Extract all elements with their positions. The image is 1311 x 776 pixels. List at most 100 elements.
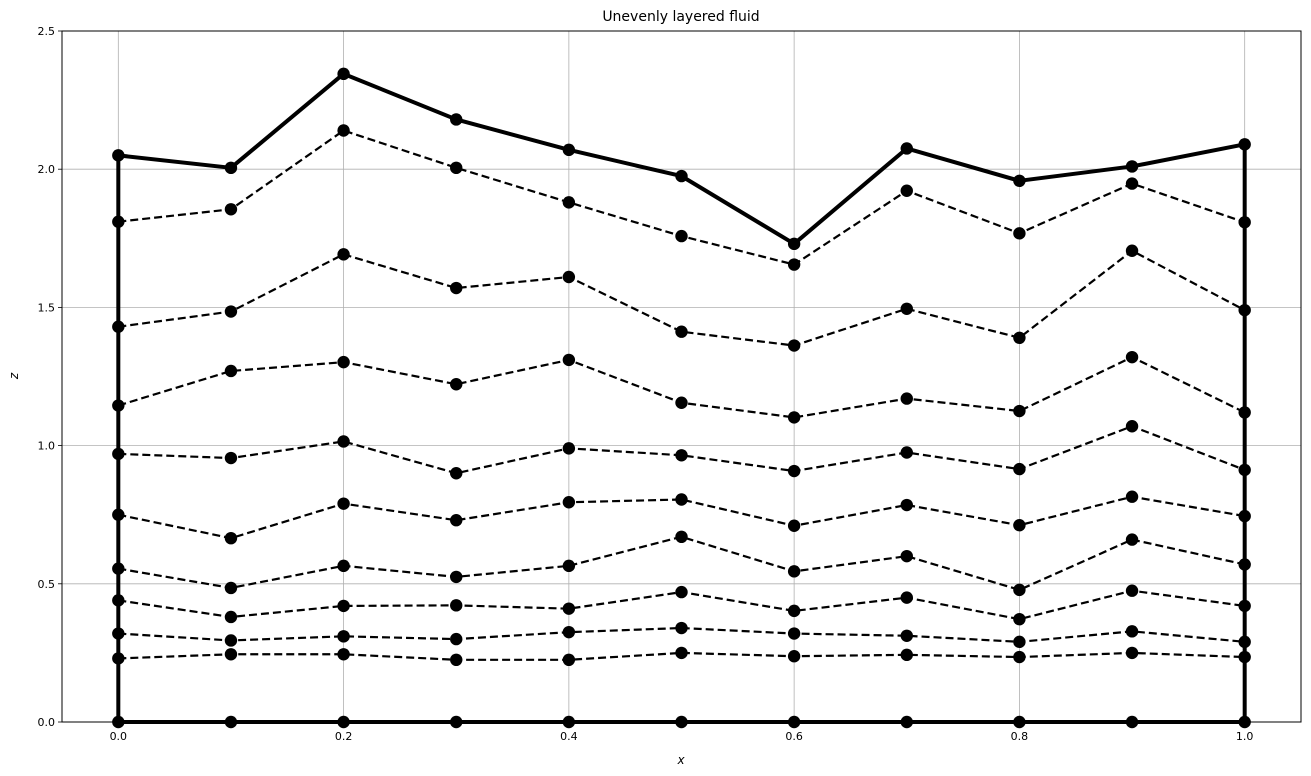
layer-line xyxy=(118,495,1245,540)
layer-point xyxy=(450,113,463,126)
layer-9 xyxy=(112,124,1251,271)
layer-point xyxy=(900,142,913,155)
grid-lines xyxy=(62,30,1301,723)
layer-5 xyxy=(112,490,1251,545)
layer-point xyxy=(1238,635,1251,649)
layer-point xyxy=(450,378,463,391)
layer-point xyxy=(675,396,688,409)
layer-point xyxy=(675,169,688,183)
layer-point xyxy=(562,602,576,615)
axis-ticks: 0.0 0.2 0.4 0.6 0.8 1.0 0.0 0.5 1.0 1.5 2.0 2.5 xyxy=(38,25,1254,743)
layer-point xyxy=(900,629,913,642)
layer-point xyxy=(675,229,688,243)
layer-point xyxy=(1013,404,1026,418)
layer-point xyxy=(450,599,463,612)
layer-point xyxy=(787,411,801,424)
layer-point xyxy=(1125,244,1139,257)
layer-point xyxy=(337,124,350,137)
layer-point xyxy=(1238,509,1251,523)
layer-point xyxy=(224,648,238,661)
layer-point xyxy=(1013,583,1026,597)
layer-point xyxy=(787,237,801,251)
layer-10 xyxy=(112,67,1251,251)
layer-3 xyxy=(112,584,1251,626)
layer-point xyxy=(224,581,238,595)
x-tick-label: 0.8 xyxy=(1011,730,1029,743)
layer-point xyxy=(675,493,688,506)
layer-point xyxy=(1238,650,1251,664)
layer-point xyxy=(337,435,350,448)
layer-point xyxy=(675,646,688,660)
layer-6 xyxy=(112,420,1251,480)
layer-point xyxy=(1125,350,1139,364)
layer-point xyxy=(112,508,125,521)
y-tick-label: 1.0 xyxy=(38,440,56,453)
layer-point xyxy=(1125,533,1139,546)
layer-line xyxy=(118,129,1246,266)
layer-7 xyxy=(112,350,1251,424)
layer-point xyxy=(450,570,463,584)
layer-point xyxy=(450,467,463,480)
y-tick-label: 0.0 xyxy=(38,716,56,729)
layer-point xyxy=(112,594,125,607)
layer-point xyxy=(1013,650,1026,664)
y-tick-label: 1.5 xyxy=(38,301,56,314)
layer-point xyxy=(562,653,576,667)
layer-point xyxy=(900,648,913,662)
layer-point xyxy=(337,497,350,510)
layer-point xyxy=(337,599,350,613)
chart-title: Unevenly layered fluid xyxy=(602,9,759,25)
layer-line xyxy=(118,651,1245,661)
layer-line xyxy=(118,535,1245,591)
x-tick-label: 0.6 xyxy=(785,730,803,743)
layer-point xyxy=(900,302,913,315)
x-tick-label: 1.0 xyxy=(1236,730,1254,743)
layer-point xyxy=(787,519,801,532)
layer-point xyxy=(1125,177,1139,190)
layer-point xyxy=(112,320,125,333)
x-tick-label: 0.0 xyxy=(110,730,128,743)
layer-point xyxy=(224,610,238,624)
x-tick-label: 0.2 xyxy=(335,730,353,743)
layer-point xyxy=(1013,331,1026,345)
layer-point xyxy=(337,67,350,81)
layer-4 xyxy=(112,530,1251,597)
layer-point xyxy=(562,196,576,209)
layer-point xyxy=(562,270,576,284)
layer-point xyxy=(112,627,125,640)
layer-point xyxy=(1238,303,1251,317)
layer-point xyxy=(1013,612,1026,626)
layer-point xyxy=(1238,558,1251,571)
layer-point xyxy=(1013,174,1026,188)
layer-point xyxy=(337,630,350,643)
layer-point xyxy=(224,451,238,465)
layer-point xyxy=(675,530,688,544)
layer-point xyxy=(1125,160,1139,173)
layer-point xyxy=(562,353,576,367)
plot-frame xyxy=(61,30,1302,723)
layer-point xyxy=(224,634,238,647)
layer-point xyxy=(1125,646,1139,660)
layer-point xyxy=(562,442,576,455)
layer-8 xyxy=(112,244,1251,352)
layer-point xyxy=(337,248,350,261)
layer-point xyxy=(1013,519,1026,532)
layer-point xyxy=(562,143,576,157)
layer-point xyxy=(224,531,238,545)
layer-point xyxy=(1238,463,1251,477)
layer-line xyxy=(118,71,1246,246)
layer-point xyxy=(112,215,125,228)
layer-point xyxy=(450,514,463,527)
layer-point xyxy=(900,184,913,197)
layer-point xyxy=(787,650,801,663)
layer-point xyxy=(900,446,913,459)
layer-2 xyxy=(112,621,1251,649)
layer-point xyxy=(562,496,576,509)
layer-point xyxy=(787,627,801,640)
plot-series xyxy=(112,67,1251,729)
layer-point xyxy=(787,339,801,352)
layer-point xyxy=(337,559,350,573)
layer-point xyxy=(450,632,463,646)
layer-point xyxy=(1238,216,1251,229)
layer-point xyxy=(900,392,913,405)
